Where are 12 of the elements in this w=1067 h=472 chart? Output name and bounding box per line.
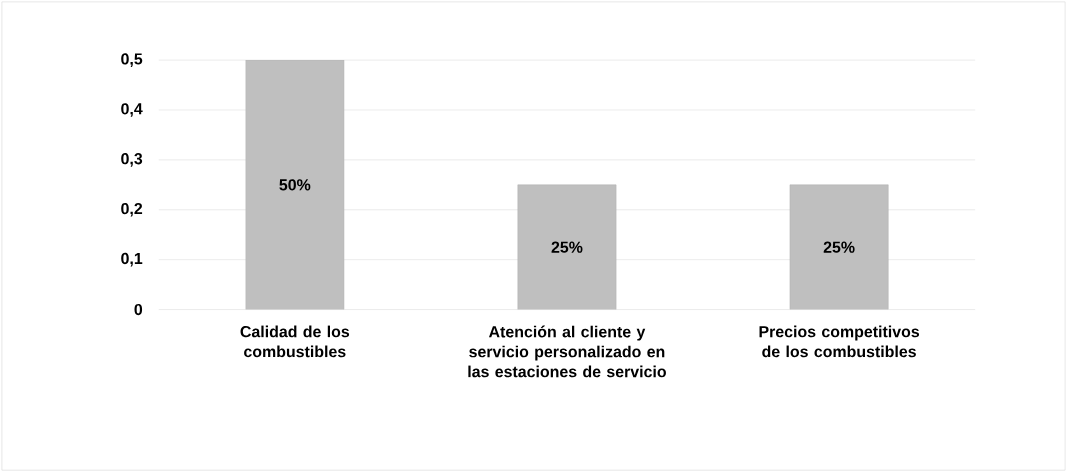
y-tick-label: 0,5 [121, 53, 143, 67]
data-label: 50% [279, 179, 311, 191]
y-tick-label: 0,3 [121, 153, 143, 167]
data-label: 25% [551, 241, 583, 253]
x-tick-label: Calidad de los combustibles [240, 325, 350, 358]
x-tick-label: Precios competitivos de los combustibles [759, 325, 920, 358]
y-tick-label: 0,2 [121, 202, 143, 217]
x-tick-label: Atención al cliente y servicio personalizado en las estaciones de servicio [468, 325, 666, 378]
y-tick-label: 0,4 [121, 103, 143, 117]
y-tick-label: 0 [134, 303, 143, 316]
data-label: 25% [823, 241, 855, 253]
y-tick-label: 0,1 [121, 252, 143, 267]
